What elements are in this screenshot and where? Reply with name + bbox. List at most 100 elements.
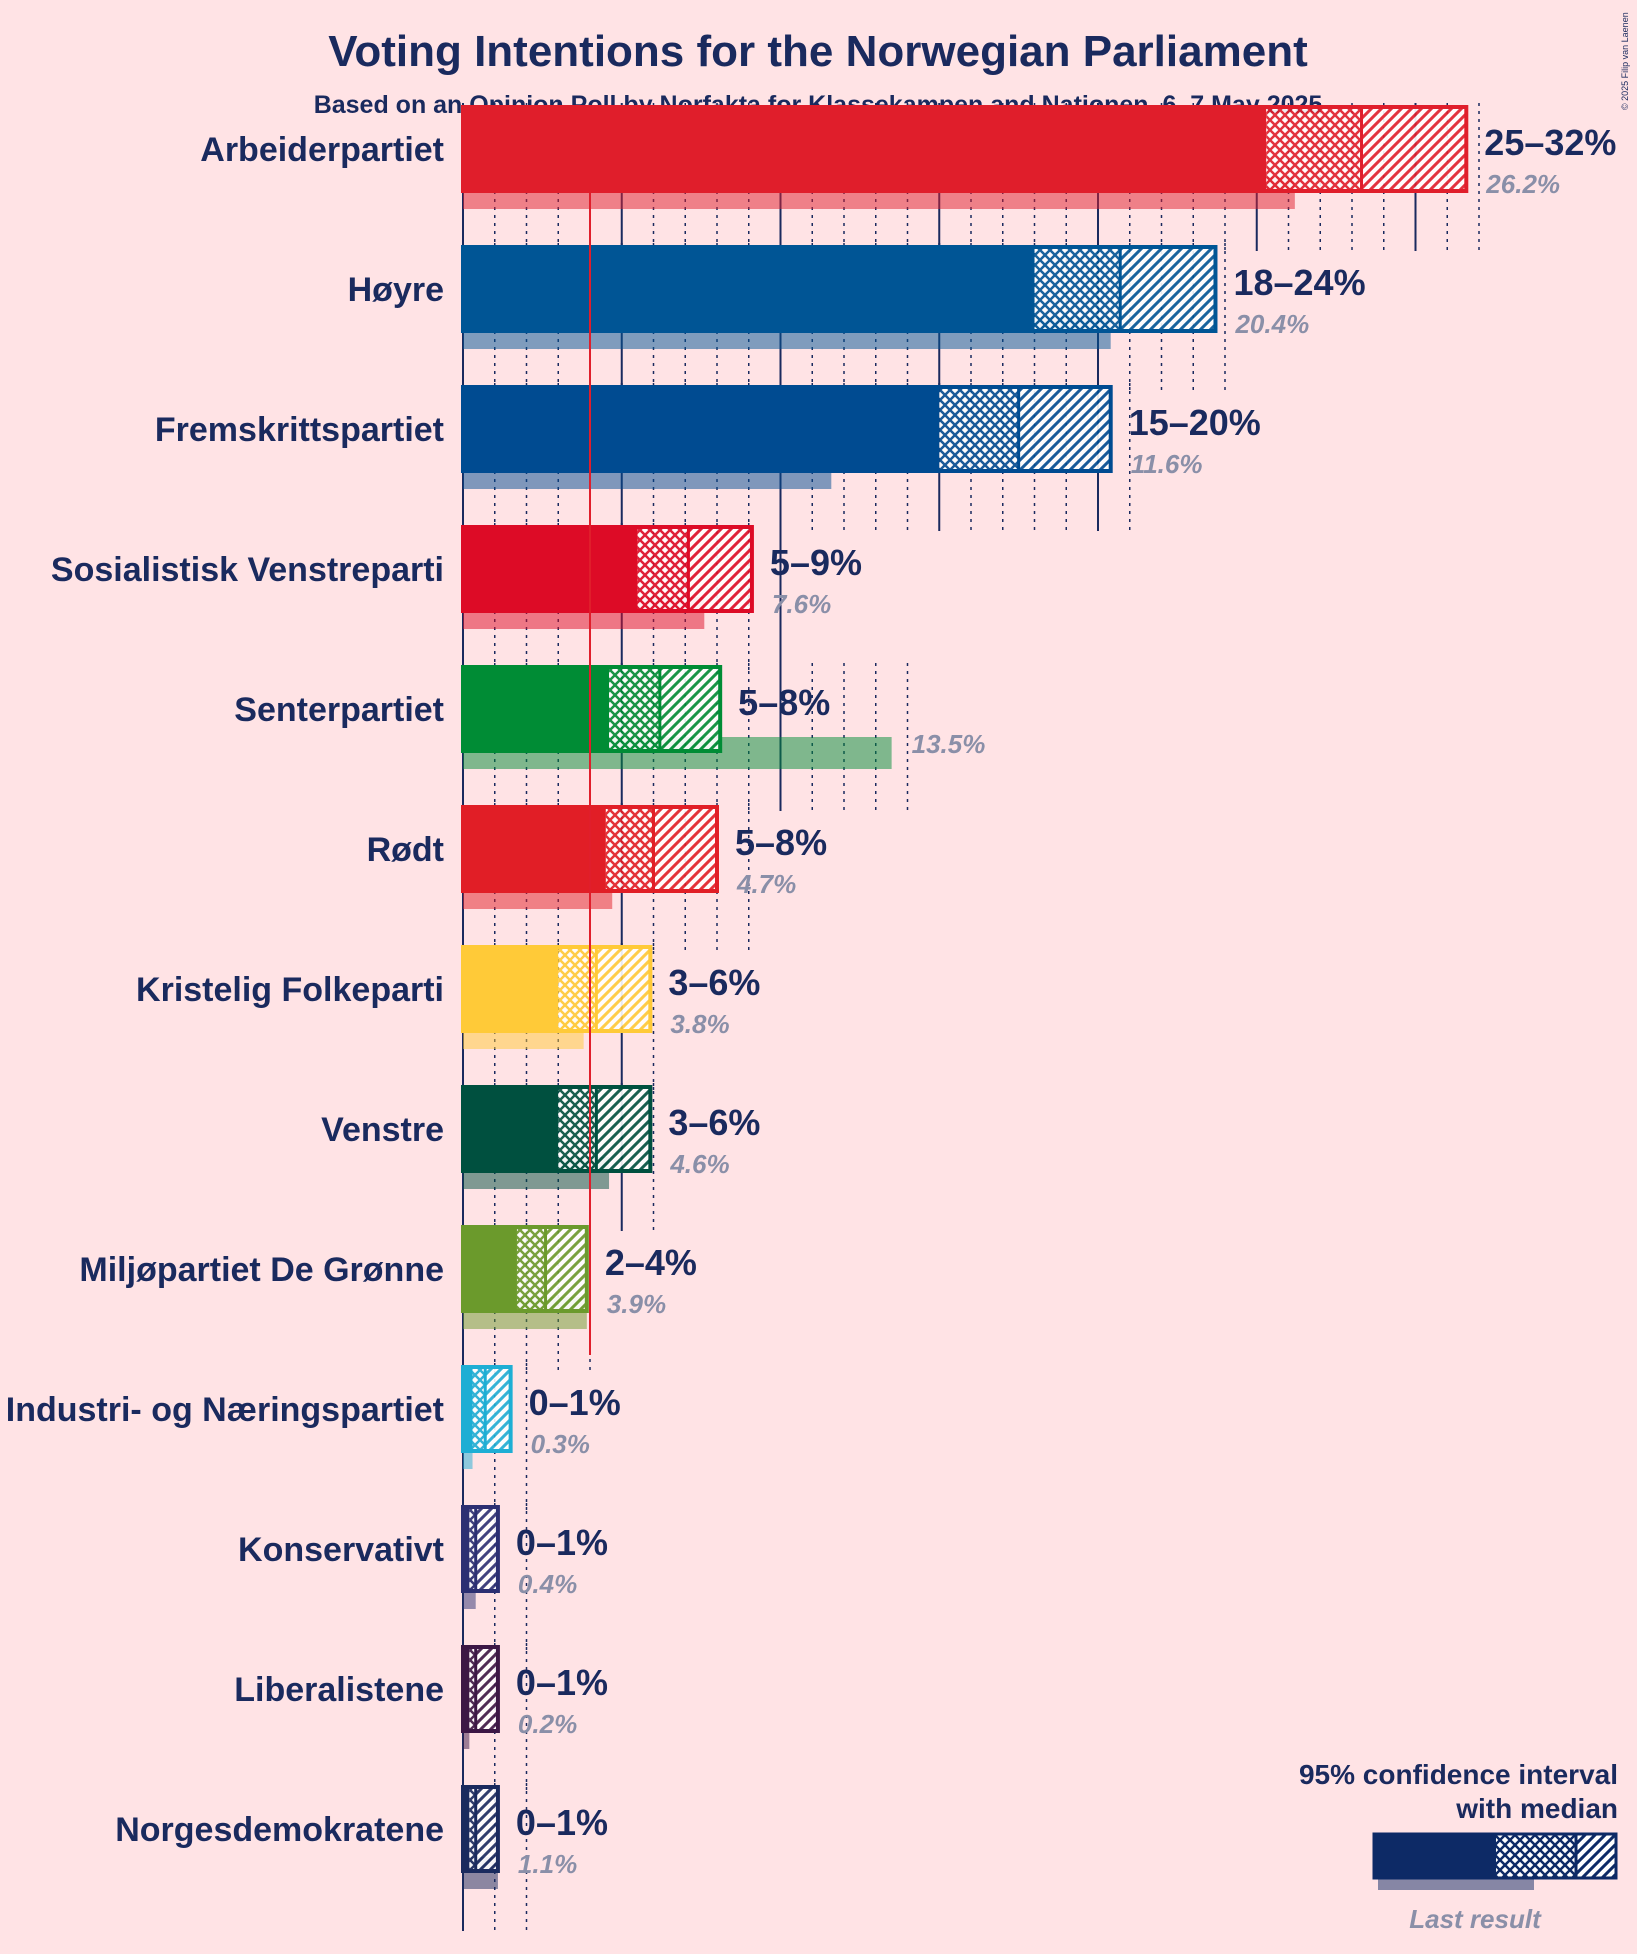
party-row: Konservativt 0–1% 0.4% (238, 1505, 608, 1609)
range-label: 5–8% (735, 822, 827, 863)
last-result-label: 4.6% (669, 1149, 729, 1179)
party-name: Rødt (367, 831, 444, 869)
party-row: Høyre 18–24% 20.4% (348, 245, 1366, 349)
range-label: 25–32% (1484, 122, 1616, 163)
ci-upper-hatch (485, 1367, 511, 1451)
ci-solid-bar (463, 1647, 470, 1731)
party-name: Høyre (348, 271, 444, 309)
party-name: Sosialistisk Venstreparti (51, 551, 444, 589)
range-label: 0–1% (516, 1662, 608, 1703)
copyright-note: © 2025 Filip van Laenen (1620, 12, 1630, 110)
party-row: Norgesdemokratene 0–1% 1.1% (115, 1785, 608, 1889)
party-name: Konservativt (238, 1531, 444, 1569)
legend-title-2: with median (1455, 1793, 1618, 1824)
ci-outline (461, 385, 1113, 473)
chart-title: Voting Intentions for the Norwegian Parl… (328, 27, 1308, 76)
ci-lower-hatch (472, 1367, 486, 1451)
ci-lower-hatch (1034, 247, 1121, 331)
last-result-label: 11.6% (1131, 449, 1203, 479)
ci-upper-hatch (596, 947, 651, 1031)
ci-solid-bar (463, 667, 610, 751)
ci-solid-bar (463, 527, 638, 611)
ci-outline (461, 1645, 500, 1733)
ci-solid-bar (463, 1087, 559, 1171)
ci-lower-hatch (637, 527, 689, 611)
ci-upper-hatch (1018, 387, 1111, 471)
ci-lower-hatch (609, 667, 660, 751)
legend-title-1: 95% confidence interval (1299, 1759, 1618, 1790)
ci-upper-hatch (475, 1647, 498, 1731)
ci-solid-bar (463, 1367, 473, 1451)
ci-solid-bar (463, 1787, 470, 1871)
ci-upper-hatch (1361, 107, 1467, 191)
last-result-label: 0.3% (531, 1429, 590, 1459)
last-result-label: 1.1% (518, 1849, 577, 1879)
ci-outline (461, 1785, 500, 1873)
party-bars: Arbeiderpartiet 25–32% 26.2% Høyre 18–24% 20.… (6, 105, 1616, 1889)
range-label: 3–6% (668, 1102, 760, 1143)
ci-lower-hatch (469, 1647, 476, 1731)
ci-lower-hatch (469, 1507, 476, 1591)
party-row: Fremskrittspartiet 15–20% 11.6% (155, 385, 1261, 489)
range-label: 5–8% (738, 682, 830, 723)
ci-outline (461, 1225, 589, 1313)
ci-solid-bar (463, 1227, 517, 1311)
party-row: Industri- og Næringspartiet 0–1% 0.3% (6, 1365, 621, 1469)
party-row: Miljøpartiet De Grønne 2–4% 3.9% (79, 1225, 697, 1329)
party-name: Arbeiderpartiet (200, 131, 444, 169)
range-label: 5–9% (770, 542, 862, 583)
last-result-label: 4.7% (736, 869, 796, 899)
ci-upper-hatch (653, 807, 717, 891)
party-row: Rødt 5–8% 4.7% (367, 805, 827, 909)
party-name: Venstre (321, 1111, 444, 1149)
range-label: 0–1% (516, 1802, 608, 1843)
party-row: Arbeiderpartiet 25–32% 26.2% (200, 105, 1616, 209)
ci-outline (461, 1365, 513, 1453)
range-label: 3–6% (668, 962, 760, 1003)
ci-outline (461, 665, 723, 753)
party-row: Sosialistisk Venstreparti 5–9% 7.6% (51, 525, 862, 629)
range-label: 0–1% (529, 1382, 621, 1423)
last-result-label: 3.8% (670, 1009, 729, 1039)
range-label: 15–20% (1129, 402, 1261, 443)
party-row: Liberalistene 0–1% 0.2% (234, 1645, 608, 1749)
ci-lower-hatch (605, 807, 654, 891)
legend-outline (1372, 1832, 1618, 1880)
ci-upper-hatch (475, 1507, 498, 1591)
ci-solid-bar (463, 1507, 470, 1591)
ci-solid-bar (463, 247, 1035, 331)
ci-upper-hatch (659, 667, 721, 751)
party-row: Kristelig Folkeparti 3–6% 3.8% (136, 945, 760, 1049)
legend-solid-bar (1374, 1834, 1496, 1878)
ci-outline (461, 1085, 653, 1173)
ci-lower-hatch (1266, 107, 1362, 191)
legend-hatch (1576, 1834, 1616, 1878)
ci-upper-hatch (545, 1227, 587, 1311)
range-label: 18–24% (1233, 262, 1365, 303)
last-result-label: 7.6% (772, 589, 831, 619)
ci-solid-bar (463, 807, 606, 891)
party-name: Industri- og Næringspartiet (6, 1391, 444, 1429)
last-result-label: 3.9% (607, 1289, 666, 1319)
party-row: Senterpartiet 5–8% 13.5% (234, 665, 986, 769)
legend-last-result-label: Last result (1409, 1904, 1542, 1934)
party-name: Norgesdemokratene (115, 1811, 444, 1849)
party-row: Venstre 3–6% 4.6% (321, 1085, 760, 1189)
ci-outline (461, 525, 754, 613)
last-result-label: 13.5% (912, 729, 986, 759)
ci-outline (461, 245, 1218, 333)
range-label: 0–1% (516, 1522, 608, 1563)
ci-upper-hatch (475, 1787, 498, 1871)
ci-lower-hatch (516, 1227, 546, 1311)
party-name: Liberalistene (234, 1671, 444, 1709)
party-name: Kristelig Folkeparti (136, 971, 444, 1009)
party-name: Senterpartiet (234, 691, 444, 729)
ci-upper-hatch (1120, 247, 1216, 331)
legend-cross-hatch (1496, 1834, 1576, 1878)
ci-outline (461, 1505, 500, 1593)
ci-lower-hatch (939, 387, 1019, 471)
range-label: 2–4% (605, 1242, 697, 1283)
party-name: Fremskrittspartiet (155, 411, 444, 449)
ci-outline (461, 945, 653, 1033)
last-result-label: 26.2% (1485, 169, 1560, 199)
